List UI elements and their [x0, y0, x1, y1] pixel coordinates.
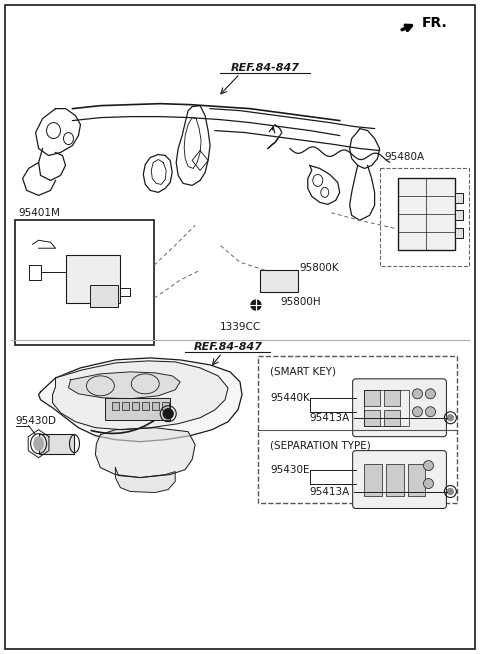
Bar	[384, 410, 399, 426]
Bar	[152, 402, 159, 410]
Polygon shape	[52, 361, 228, 430]
Bar	[106, 398, 170, 420]
Bar	[397, 179, 456, 250]
Circle shape	[412, 407, 422, 417]
Text: 95430D: 95430D	[16, 416, 57, 426]
Text: 95440K: 95440K	[270, 393, 310, 403]
Text: FR.: FR.	[421, 16, 447, 30]
Polygon shape	[96, 428, 195, 477]
Circle shape	[412, 389, 422, 399]
Text: REF.84-847: REF.84-847	[230, 63, 300, 73]
Bar	[364, 464, 382, 496]
FancyBboxPatch shape	[353, 379, 446, 437]
Circle shape	[423, 460, 433, 471]
Polygon shape	[69, 372, 180, 399]
Bar	[132, 402, 139, 410]
Bar	[38, 434, 74, 454]
Bar	[122, 402, 129, 410]
Bar	[456, 194, 463, 203]
Bar	[385, 464, 404, 496]
Circle shape	[251, 300, 261, 310]
Bar	[380, 169, 469, 266]
FancyBboxPatch shape	[353, 451, 446, 508]
Bar	[65, 255, 120, 303]
Text: 95401M: 95401M	[19, 209, 60, 218]
Circle shape	[163, 409, 173, 419]
Text: REF.84-847: REF.84-847	[193, 342, 263, 352]
Circle shape	[447, 489, 454, 494]
Text: 95413A: 95413A	[310, 413, 350, 422]
Text: 95413A: 95413A	[310, 487, 350, 496]
Text: (SMART KEY): (SMART KEY)	[270, 367, 336, 377]
Circle shape	[447, 415, 454, 421]
Bar	[15, 220, 154, 345]
Text: 95800H: 95800H	[280, 297, 321, 307]
Text: 95480A: 95480A	[384, 152, 425, 162]
Polygon shape	[38, 358, 242, 441]
Bar	[364, 390, 380, 405]
Text: 95430E: 95430E	[270, 464, 310, 475]
Circle shape	[425, 407, 435, 417]
Circle shape	[423, 479, 433, 489]
Bar	[260, 270, 298, 292]
Text: 95800K: 95800K	[300, 263, 339, 273]
Circle shape	[425, 389, 435, 399]
Text: 1339CC: 1339CC	[220, 322, 261, 332]
Bar	[142, 402, 149, 410]
Bar	[408, 464, 425, 496]
Bar	[364, 410, 380, 426]
Bar	[90, 285, 119, 307]
Bar	[112, 402, 120, 410]
Bar	[384, 390, 399, 405]
Ellipse shape	[34, 437, 44, 451]
Bar	[456, 211, 463, 220]
Text: (SEPARATION TYPE): (SEPARATION TYPE)	[270, 441, 371, 451]
Bar	[456, 228, 463, 238]
Bar	[258, 356, 457, 504]
Polygon shape	[115, 468, 175, 492]
Bar	[162, 402, 169, 410]
Bar	[364, 390, 408, 426]
